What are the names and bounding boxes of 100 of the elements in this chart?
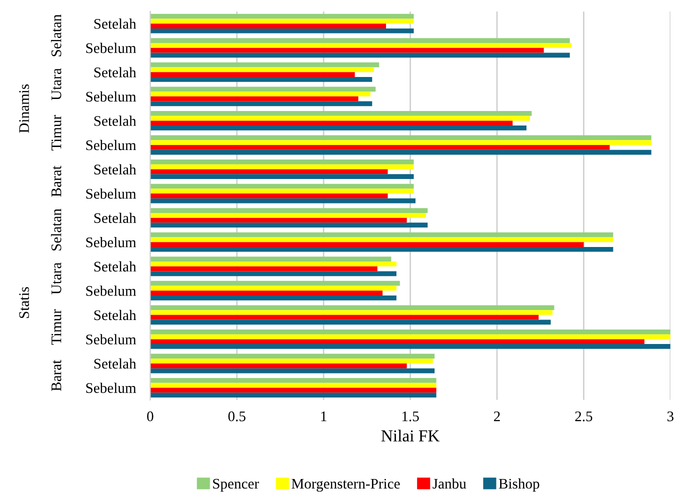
y-tick-label: Setelah <box>94 18 136 29</box>
bar <box>150 344 670 349</box>
bar <box>150 382 436 388</box>
bar <box>150 363 407 368</box>
text: Dinamis <box>19 84 30 133</box>
y-tick-label: Sebelum <box>86 140 136 150</box>
bar <box>150 77 372 82</box>
y-tick-label: Sebelum <box>86 382 136 393</box>
bar <box>150 120 513 126</box>
y-tick-label: Setelah <box>94 67 136 78</box>
bar <box>150 24 386 28</box>
x-tick-label: 1.5 <box>402 411 419 422</box>
bar <box>150 140 652 145</box>
y-tick-label: Sebelum <box>86 188 136 199</box>
bar <box>150 48 544 53</box>
bar <box>150 271 396 276</box>
y-tick-label: Sebelum <box>86 91 136 102</box>
x-tick-label: 2.5 <box>575 411 592 422</box>
text: Barat <box>52 360 62 391</box>
bar <box>150 135 652 140</box>
bar <box>150 18 414 24</box>
bar <box>150 242 584 247</box>
bar <box>150 290 383 296</box>
bar <box>150 334 670 340</box>
y-tick-label: Setelah <box>94 310 136 320</box>
bar <box>150 198 416 204</box>
x-tick-label: 0.5 <box>228 411 246 422</box>
bar <box>150 329 670 334</box>
y-tick-label: Sebelum <box>86 286 136 296</box>
legend-label: Janbu <box>432 478 466 489</box>
text: Utara <box>52 68 62 100</box>
legend-label: Morgenstern-Price <box>292 478 400 492</box>
bar <box>150 194 388 198</box>
bar <box>150 67 374 72</box>
bar <box>150 184 414 189</box>
text: Utara <box>52 262 62 294</box>
bar <box>150 169 388 174</box>
x-tick-label: 2 <box>494 411 500 422</box>
bar <box>150 43 572 48</box>
bar <box>150 339 644 344</box>
bar <box>150 354 435 359</box>
bar <box>150 246 614 252</box>
legend-label: Bishop <box>498 478 540 492</box>
bar <box>150 286 396 291</box>
bar <box>150 110 532 116</box>
bar <box>150 320 551 325</box>
y-tick-label: Setelah <box>94 116 136 126</box>
bar <box>150 160 414 164</box>
bar <box>150 222 428 228</box>
bar <box>150 358 433 364</box>
y-tick-label: Setelah <box>94 261 136 272</box>
bar <box>150 144 610 150</box>
bar <box>150 262 396 266</box>
bar <box>150 86 376 92</box>
text: Statis <box>19 287 30 318</box>
bar <box>150 52 570 58</box>
bar <box>150 101 372 106</box>
bar <box>150 388 436 393</box>
legend-label: Spencer <box>213 478 259 492</box>
y-tick-label: Sebelum <box>86 334 136 344</box>
bar <box>150 14 414 19</box>
y-tick-label: Setelah <box>94 164 136 174</box>
y-tick-label: Sebelum <box>86 42 136 54</box>
bar <box>150 310 552 315</box>
bar <box>150 116 530 121</box>
text: Timur <box>51 309 62 345</box>
x-tick-label: 1 <box>321 411 326 422</box>
bar <box>150 28 414 34</box>
bar <box>150 62 380 68</box>
bar <box>150 218 407 223</box>
bar <box>150 164 414 170</box>
bar <box>150 150 652 155</box>
bar <box>150 392 436 398</box>
bar <box>150 266 378 272</box>
bar <box>150 237 614 242</box>
y-tick-label: Setelah <box>94 358 136 369</box>
bar <box>150 305 554 310</box>
bar <box>150 256 392 262</box>
bar <box>150 208 428 213</box>
y-tick-label: Setelah <box>94 212 136 224</box>
bar <box>150 378 436 383</box>
x-axis-title: Nilai FK <box>381 430 440 442</box>
bar <box>150 174 414 179</box>
x-tick-label: 3 <box>667 411 674 422</box>
bar <box>150 38 570 44</box>
y-tick-label: Sebelum <box>86 237 136 248</box>
bar <box>150 188 414 194</box>
bar <box>150 368 435 374</box>
text: Timur <box>51 115 62 151</box>
bar <box>150 126 526 130</box>
bar <box>150 280 400 286</box>
bar <box>150 92 370 96</box>
bar <box>150 212 426 218</box>
bar <box>150 232 614 238</box>
bar <box>150 72 355 78</box>
bar <box>150 314 539 320</box>
text: Selatan <box>50 208 62 250</box>
bar <box>150 96 358 102</box>
bar <box>150 296 396 300</box>
text: Selatan <box>50 14 62 56</box>
